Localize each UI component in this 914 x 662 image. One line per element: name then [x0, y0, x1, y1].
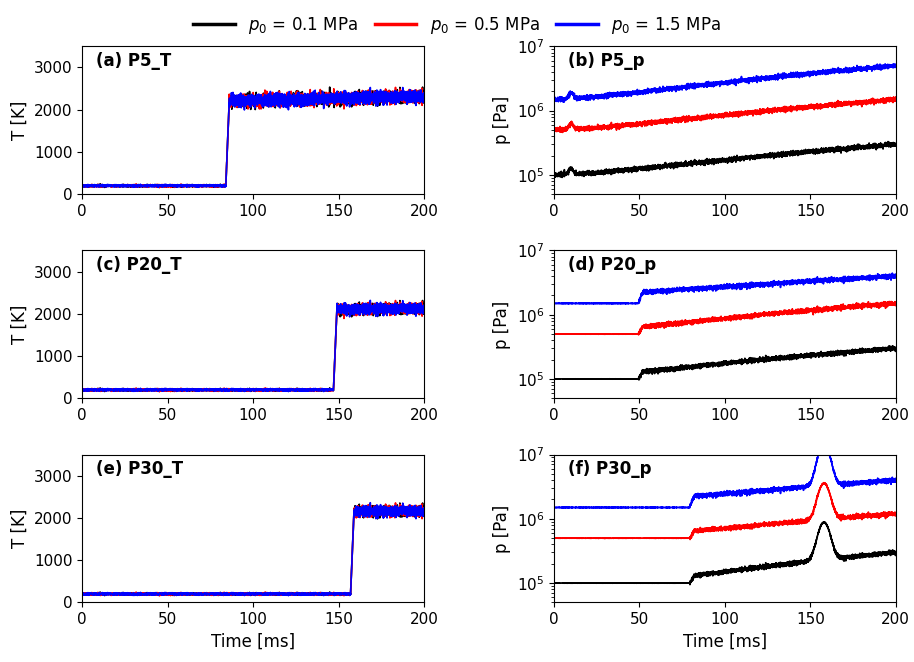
Legend: $p_0$ = 0.1 MPa, $p_0$ = 0.5 MPa, $p_0$ = 1.5 MPa: $p_0$ = 0.1 MPa, $p_0$ = 0.5 MPa, $p_0$ …: [186, 9, 728, 42]
Y-axis label: T [K]: T [K]: [10, 101, 28, 140]
Text: (c) P20_T: (c) P20_T: [96, 256, 182, 274]
Text: (d) P20_p: (d) P20_p: [568, 256, 655, 274]
Text: (f) P30_p: (f) P30_p: [568, 461, 651, 479]
Text: (a) P5_T: (a) P5_T: [96, 52, 171, 70]
Text: (b) P5_p: (b) P5_p: [568, 52, 644, 70]
Y-axis label: T [K]: T [K]: [10, 305, 28, 344]
Y-axis label: p [Pa]: p [Pa]: [493, 96, 511, 144]
X-axis label: Time [ms]: Time [ms]: [211, 633, 295, 651]
Text: (e) P30_T: (e) P30_T: [96, 461, 183, 479]
Y-axis label: p [Pa]: p [Pa]: [493, 301, 511, 348]
Y-axis label: T [K]: T [K]: [10, 509, 28, 548]
Y-axis label: p [Pa]: p [Pa]: [493, 504, 511, 553]
X-axis label: Time [ms]: Time [ms]: [683, 633, 767, 651]
